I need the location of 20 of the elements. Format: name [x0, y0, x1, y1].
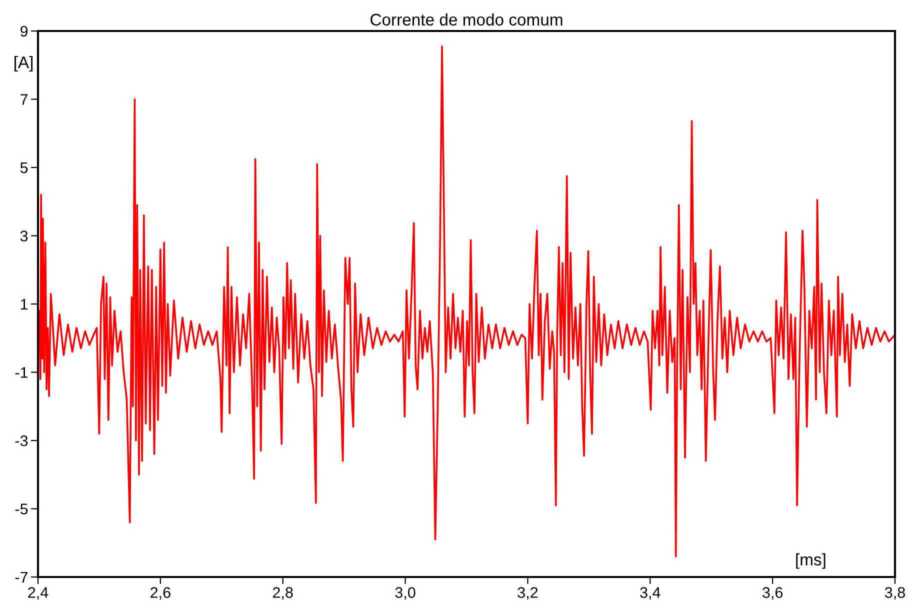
x-tick-label: 2,6: [150, 587, 170, 600]
chart-title: Corrente de modo comum: [370, 13, 562, 26]
x-axis-title: [ms]: [796, 553, 826, 569]
y-tick-label: -3: [15, 435, 28, 446]
y-tick-label: 3: [20, 230, 28, 242]
y-tick-label: 7: [20, 94, 28, 105]
y-tick-label: 1: [20, 299, 28, 310]
x-tick-label: 3,2: [518, 587, 538, 600]
y-tick-label: 5: [20, 162, 28, 174]
x-tick-label: 3,8: [884, 587, 905, 600]
y-tick-label: -5: [15, 504, 28, 514]
y-tick-label: -1: [15, 367, 28, 378]
x-tick-label: 3,6: [762, 587, 783, 600]
y-axis-title: [A]: [14, 56, 33, 72]
x-tick-label: 2,4: [28, 587, 48, 600]
x-tick-label: 2,8: [273, 587, 293, 600]
y-tick-label: 9: [20, 26, 28, 37]
x-tick-label: 3,4: [640, 587, 660, 600]
x-tick-label: 3,0: [395, 587, 416, 600]
y-tick-label: -7: [15, 572, 28, 583]
